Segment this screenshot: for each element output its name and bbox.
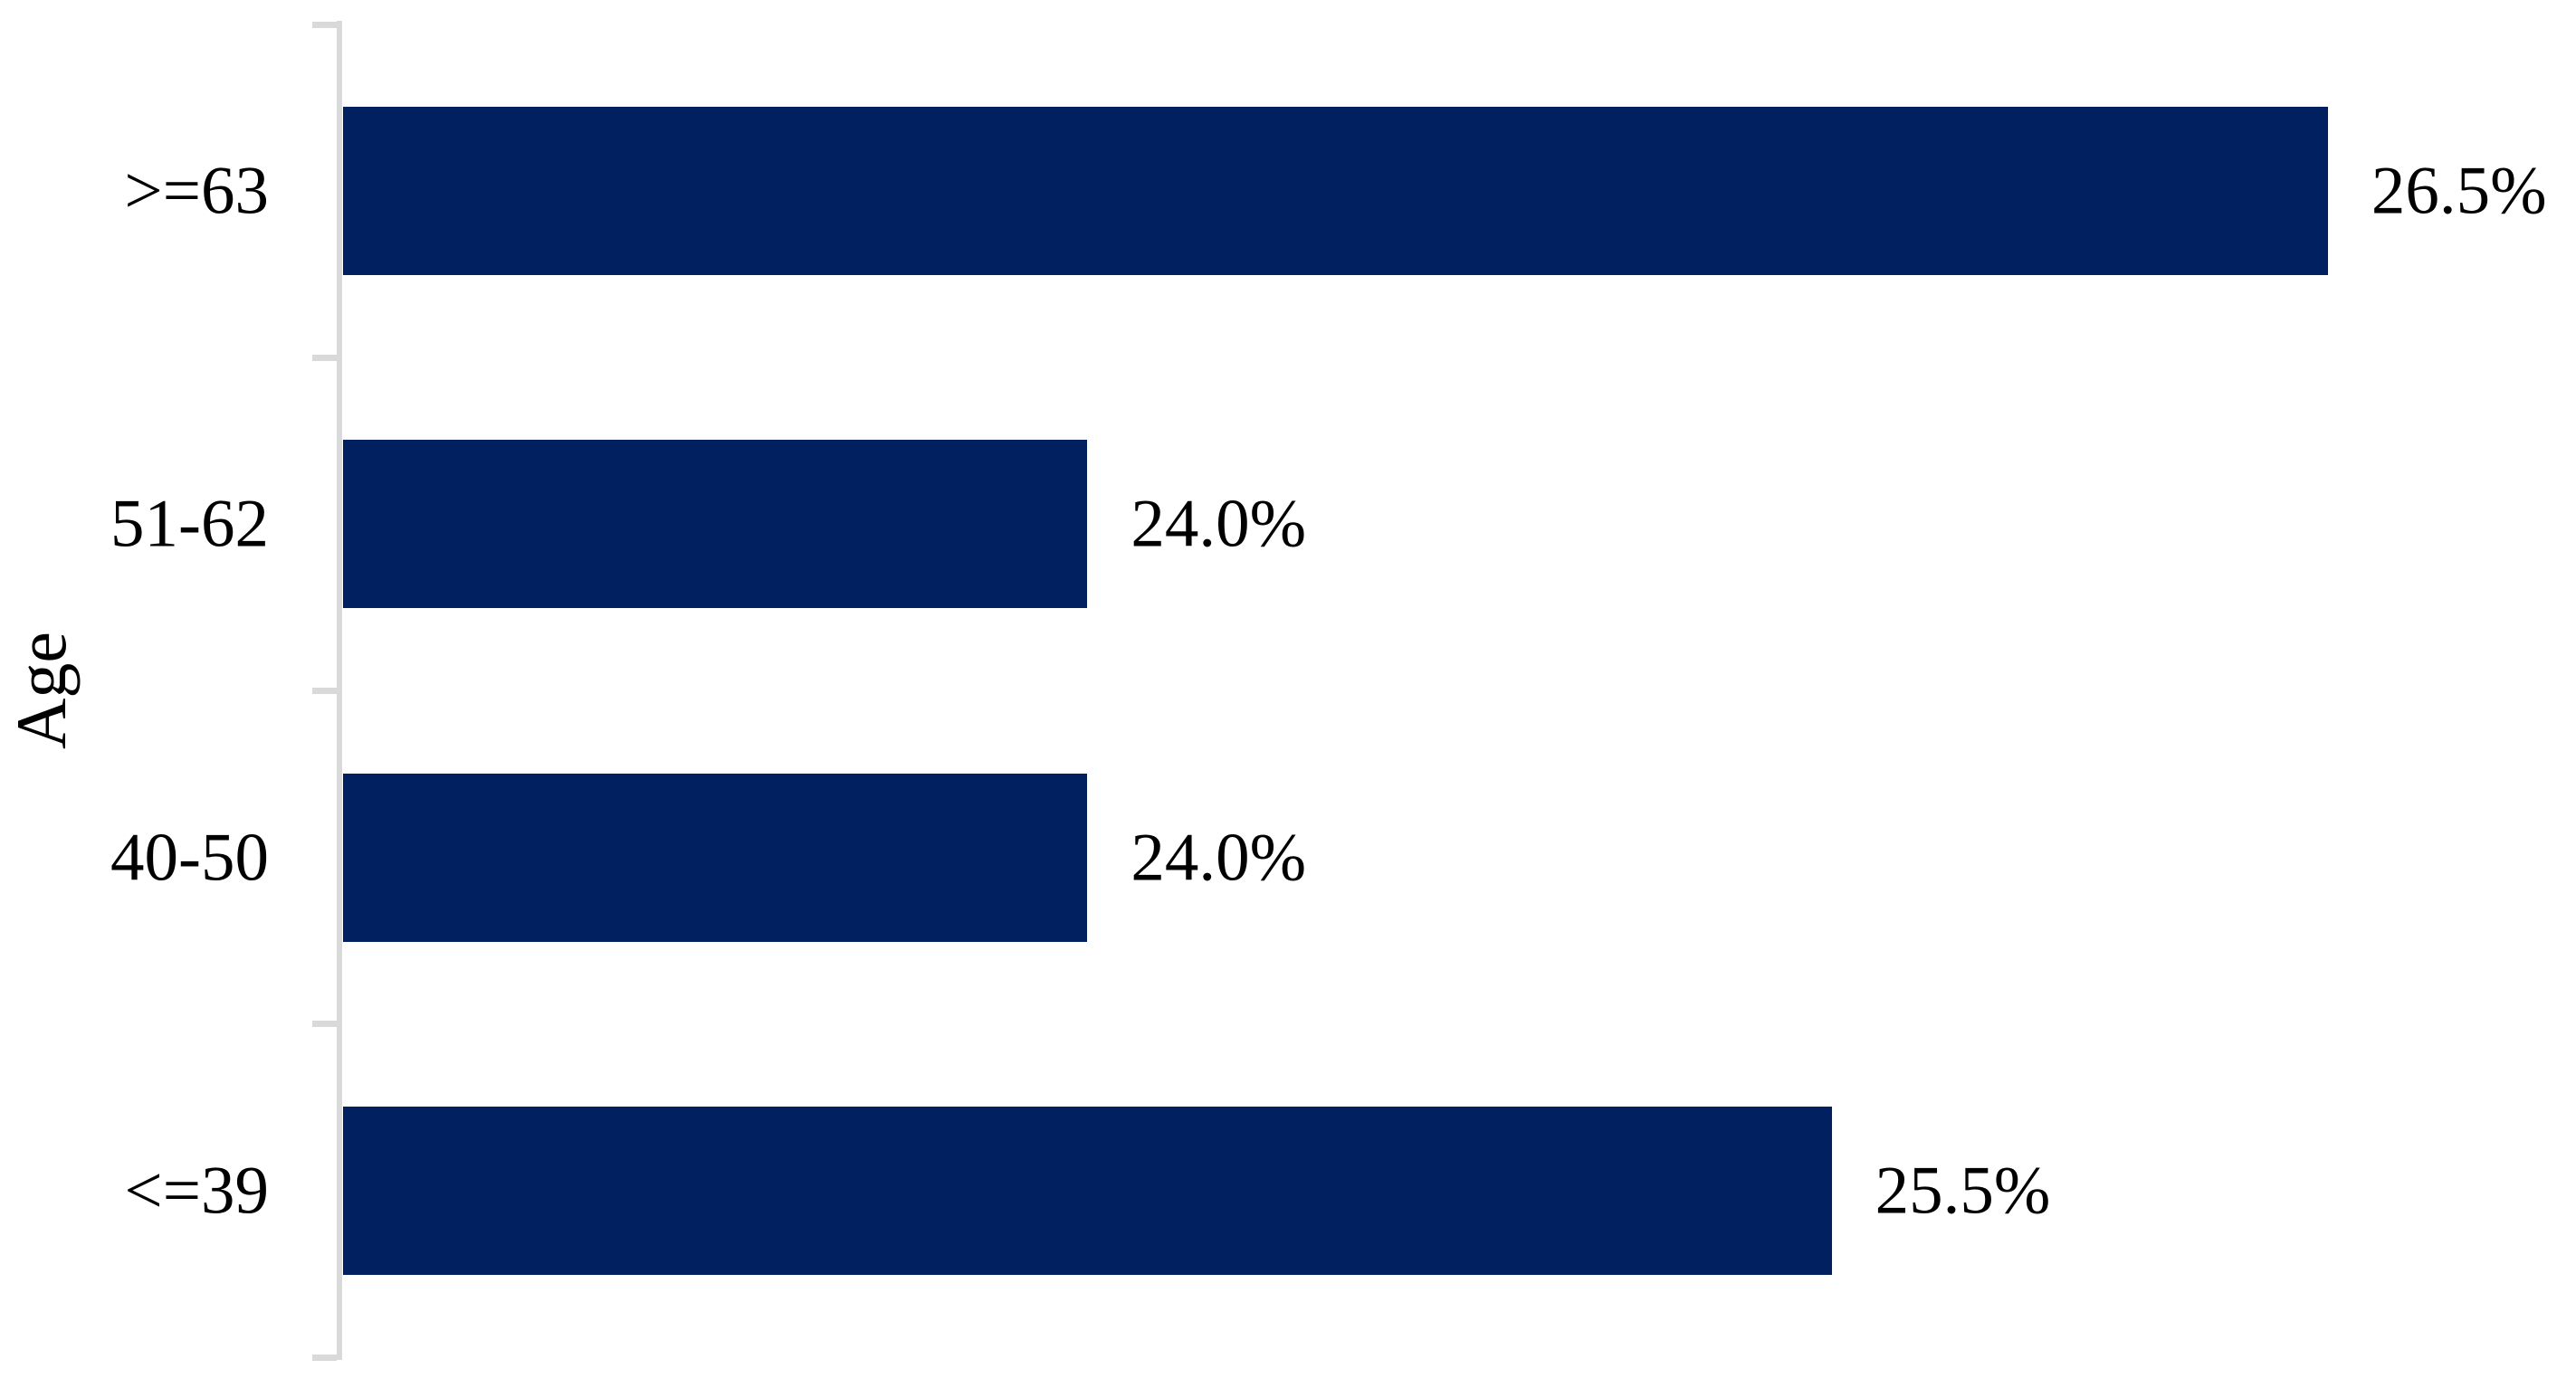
category-label: 51-62 — [110, 486, 269, 562]
value-label: 24.0% — [1131, 820, 1307, 896]
y-axis-title: Age — [2, 632, 81, 749]
axis-tick — [312, 688, 337, 694]
category-axis-line — [337, 21, 342, 1360]
axis-tick — [312, 354, 337, 361]
value-label: 24.0% — [1131, 486, 1307, 562]
category-label: <=39 — [124, 1153, 269, 1229]
bar — [343, 1106, 1832, 1275]
category-label: 40-50 — [110, 820, 269, 896]
axis-tick — [312, 21, 337, 28]
bar — [343, 773, 1088, 942]
bar — [343, 440, 1088, 609]
axis-tick — [312, 1354, 337, 1361]
bar — [343, 107, 2328, 276]
value-label: 26.5% — [2371, 153, 2547, 229]
value-label: 25.5% — [1875, 1153, 2051, 1229]
category-label: >=63 — [124, 153, 269, 229]
axis-tick — [312, 1021, 337, 1028]
